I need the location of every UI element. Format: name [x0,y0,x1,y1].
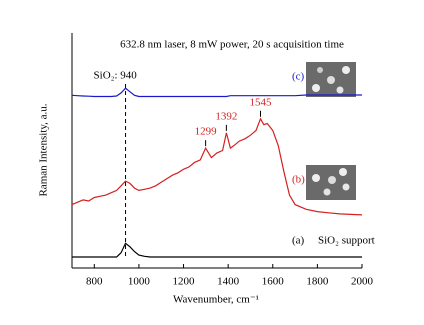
sem-inset [306,165,356,200]
spectrum-line [72,242,362,258]
x-tick-label: 1200 [173,276,196,288]
peak-label: 1392 [215,110,237,122]
peak-label: 1545 [250,96,273,108]
series-label: (a) [292,235,305,247]
x-tick-label: 1800 [306,276,329,288]
spectrum-line [71,87,362,98]
sem-inset [306,62,356,97]
chart-title: 632.8 nm laser, 8 mW power, 20 s acquisi… [120,39,344,51]
reference-label: SiO₂: 940 [94,70,138,82]
spectrum-line [71,117,363,216]
x-tick-label: 1000 [128,276,151,288]
x-axis-label: Wavenumber, cm⁻¹ [173,294,259,306]
peak-label: 1299 [195,126,218,138]
x-tick-label: 2000 [351,276,374,288]
series-label: (b) [292,174,305,186]
x-tick-label: 1600 [262,276,285,288]
x-tick-label: 1400 [217,276,240,288]
y-axis-label: Raman Intensity, a.u. [38,103,50,196]
x-tick-label: 800 [86,276,103,288]
series-label: (c) [292,71,305,83]
support-label: SiO₂ support [318,235,375,247]
